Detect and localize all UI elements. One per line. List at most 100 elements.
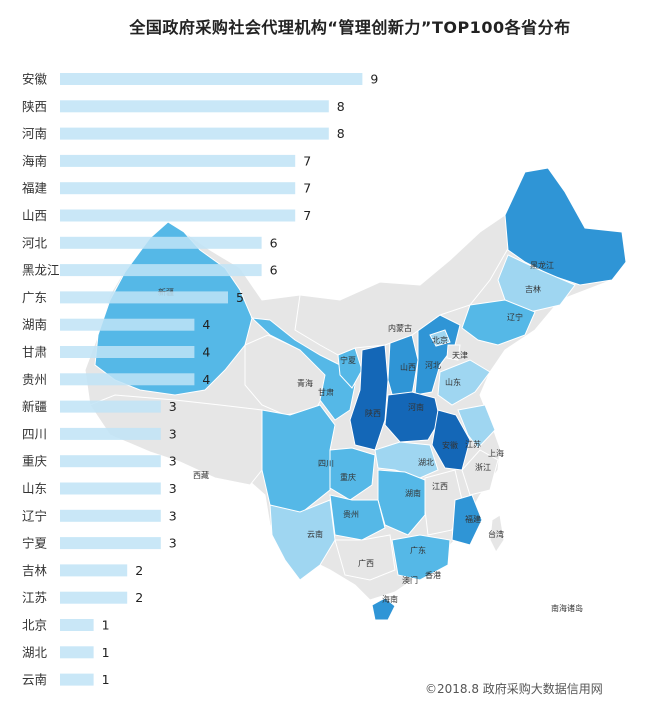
bar — [60, 427, 161, 440]
region-hebei — [414, 314, 461, 396]
bar — [60, 264, 262, 277]
value-label: 6 — [270, 263, 278, 278]
category-label: 宁夏 — [22, 536, 48, 551]
map-province-label: 湖南 — [405, 488, 421, 498]
value-label: 1 — [102, 645, 110, 660]
category-label: 新疆 — [22, 399, 47, 414]
bar — [60, 100, 329, 113]
region-taiwan — [489, 514, 505, 553]
region-beijing — [429, 329, 451, 347]
value-label: 1 — [102, 672, 110, 687]
value-label: 7 — [303, 153, 311, 168]
map-province-label: 浙江 — [475, 462, 491, 472]
map-province-label: 南海诸岛 — [551, 603, 583, 613]
value-label: 3 — [169, 536, 177, 551]
category-label: 吉林 — [22, 563, 48, 578]
map-province-label: 四川 — [318, 459, 334, 468]
region-zhejiang — [461, 449, 499, 496]
value-label: 7 — [303, 181, 311, 196]
bar — [60, 318, 195, 331]
map-province-label: 上海 — [488, 448, 504, 458]
map-province-label: 黑龙江 — [530, 260, 554, 270]
map-province-label: 台湾 — [488, 529, 504, 539]
south-sea-box — [519, 579, 611, 621]
region-hainan — [371, 597, 396, 621]
map-province-label: 海南 — [382, 594, 398, 604]
map-province-label: 山西 — [400, 362, 416, 372]
bar — [60, 537, 161, 550]
region-hubei — [374, 441, 439, 479]
value-label: 2 — [135, 563, 143, 578]
category-label: 河北 — [22, 235, 48, 250]
value-label: 4 — [202, 345, 210, 360]
region-henan — [384, 391, 441, 443]
category-label: 贵州 — [22, 372, 47, 387]
value-label: 2 — [135, 590, 143, 605]
category-label: 山西 — [22, 208, 47, 223]
map-province-label: 广西 — [358, 558, 374, 568]
category-label: 重庆 — [22, 454, 48, 469]
region-guangxi — [334, 534, 396, 581]
region-jiangxi — [424, 469, 463, 536]
region-guizhou — [329, 494, 386, 541]
category-label: 安徽 — [22, 72, 48, 87]
map-province-label: 云南 — [307, 529, 323, 539]
map-province-label: 甘肃 — [318, 387, 334, 397]
region-yunnan — [269, 499, 336, 581]
bars-group: 安徽 9 陕西 8 河南 8 海南 7 福建 7 山西 7 河北 6 黑龙江 6 广东 5 湖南 4 甘肃 4 贵州 4 新疆 3… — [22, 72, 378, 688]
value-label: 8 — [337, 126, 345, 141]
map-province-label: 吉林 — [525, 284, 541, 294]
category-label: 陕西 — [22, 99, 47, 114]
value-label: 9 — [370, 72, 378, 87]
region-liaoning — [461, 299, 536, 346]
value-label: 7 — [303, 208, 311, 223]
map-province-label: 内蒙古 — [388, 323, 412, 333]
map-province-label: 福建 — [465, 514, 481, 524]
map-province-label: 江西 — [432, 482, 448, 491]
bar — [60, 209, 296, 222]
bar — [60, 154, 296, 167]
value-label: 3 — [169, 454, 177, 469]
bar — [60, 73, 363, 85]
category-label: 云南 — [22, 672, 47, 687]
category-label: 山东 — [22, 481, 47, 496]
footer-credit: ©2018.8 政府采购大数据信用网 — [425, 682, 603, 696]
map-province-label: 贵州 — [343, 509, 359, 519]
map-province-label: 澳门 — [402, 575, 418, 585]
value-label: 3 — [169, 508, 177, 523]
region-fujian — [451, 494, 483, 546]
map-province-label: 北京 — [432, 335, 448, 345]
value-label: 6 — [270, 235, 278, 250]
bar — [60, 619, 94, 631]
category-label: 甘肃 — [22, 345, 47, 360]
bar — [60, 591, 128, 604]
category-label: 福建 — [22, 181, 48, 196]
bar — [60, 509, 161, 522]
map-province-label: 广东 — [410, 545, 426, 555]
map-province-label: 江苏 — [465, 439, 481, 449]
map-province-label: 香港 — [425, 570, 441, 580]
value-label: 4 — [202, 317, 210, 332]
value-label: 5 — [236, 290, 244, 305]
map-province-label: 河北 — [425, 360, 441, 370]
region-sichuan — [261, 404, 336, 531]
region-guangdong — [391, 534, 451, 581]
region-neimenggu — [294, 214, 511, 356]
value-label: 3 — [169, 399, 177, 414]
bar — [60, 564, 128, 577]
category-label: 湖南 — [22, 317, 47, 332]
map-province-label: 宁夏 — [340, 355, 356, 365]
value-label: 8 — [337, 99, 345, 114]
category-label: 四川 — [22, 426, 47, 441]
bar — [60, 346, 195, 358]
category-label: 北京 — [22, 618, 47, 633]
map-province-label: 天津 — [452, 350, 468, 360]
region-jilin — [497, 254, 576, 313]
region-heilongjiang — [504, 167, 627, 286]
map-province-label: 陕西 — [365, 408, 381, 418]
bar — [60, 400, 161, 413]
chart-title: 全国政府采购社会代理机构“管理创新力”TOP100各省分布 — [129, 18, 571, 37]
bar — [60, 455, 161, 468]
map-province-label: 重庆 — [340, 472, 356, 482]
